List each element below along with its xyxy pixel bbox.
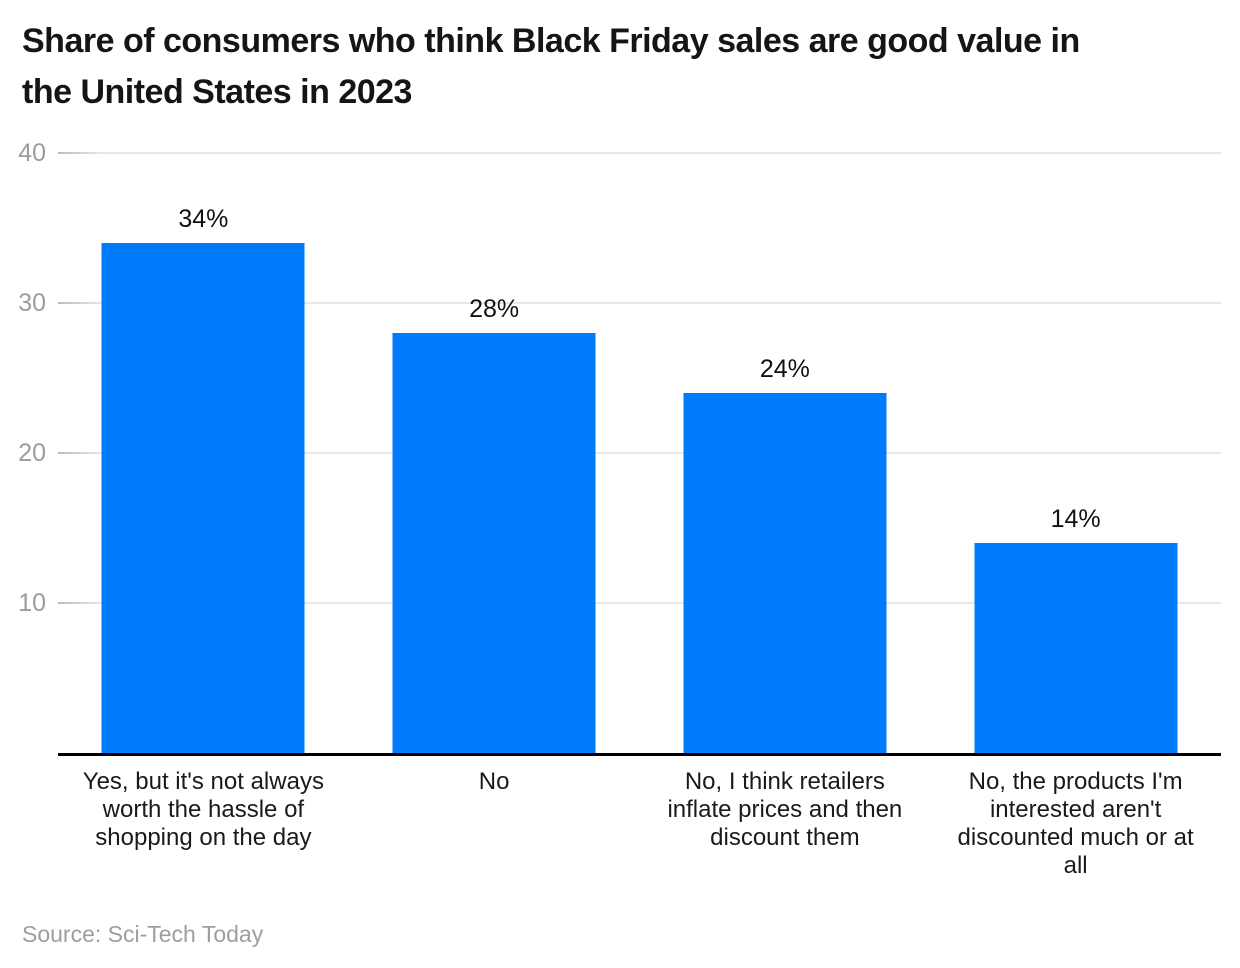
x-category-label-1: Yes, but it's not always worth the hassl… <box>82 768 324 851</box>
y-tick-label-20: 20 <box>18 439 46 467</box>
plot-area: 10 20 30 40 34% 28% 24% 14% <box>18 139 1221 753</box>
x-category-label-2: No <box>478 768 510 795</box>
bar-value-label-4: 14% <box>1050 505 1101 533</box>
gridline-30 <box>58 302 1221 304</box>
gridline-20 <box>58 452 1221 454</box>
bar-value-label-2: 28% <box>469 295 520 323</box>
source-note: Source: Sci-Tech Today <box>22 921 264 947</box>
bar-slot-4: 14% <box>930 153 1221 753</box>
y-axis-tick-40 <box>58 152 104 154</box>
bar-chart: 10 20 30 40 34% 28% 24% 14% Yes, but it's not a… <box>18 139 1221 880</box>
bar-slot-2: 28% <box>349 153 640 753</box>
x-category-label-4: No, the products I'm interested aren't d… <box>957 768 1194 879</box>
y-axis-tick-20 <box>58 452 104 454</box>
bar-4 <box>974 543 1178 753</box>
bars-row: 34% 28% 24% 14% <box>58 153 1221 753</box>
gridline-10 <box>58 602 1221 604</box>
x-category-label-3: No, I think retailers inflate prices and… <box>667 768 903 851</box>
bar-1 <box>101 243 305 753</box>
bar-value-label-1: 34% <box>178 205 229 233</box>
bar-slot-1: 34% <box>58 153 349 753</box>
bar-3 <box>683 393 887 753</box>
x-axis-category-labels: Yes, but it's not always worth the hassl… <box>58 768 1221 880</box>
gridline-40 <box>58 152 1221 154</box>
bar-value-label-3: 24% <box>759 355 810 383</box>
x-axis-line <box>58 753 1221 756</box>
bar-2 <box>392 333 596 753</box>
y-tick-label-30: 30 <box>18 289 46 317</box>
y-tick-label-10: 10 <box>18 589 46 617</box>
bar-slot-3: 24% <box>640 153 931 753</box>
y-axis-tick-10 <box>58 602 104 604</box>
chart-title: Share of consumers who think Black Frida… <box>22 22 1080 111</box>
y-axis-tick-30 <box>58 302 104 304</box>
y-tick-label-40: 40 <box>18 139 46 167</box>
